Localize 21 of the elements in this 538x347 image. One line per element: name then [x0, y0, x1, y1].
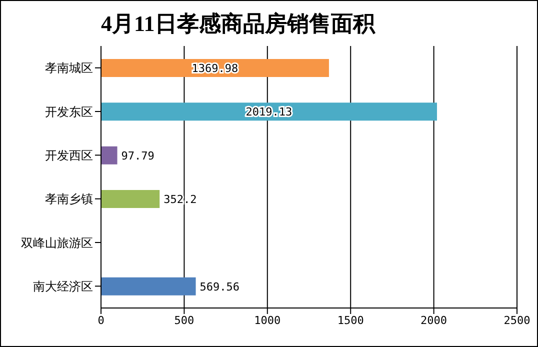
data-label: 2019.13: [246, 106, 292, 119]
y-tick-label: 开发东区: [45, 104, 93, 119]
y-tick-label: 孝南城区: [45, 61, 93, 76]
bar: [101, 102, 437, 121]
bar: [101, 190, 160, 208]
y-tick-label: 双峰山旅游区: [21, 236, 93, 250]
bar: [101, 277, 196, 296]
x-tick-label: 1000: [254, 314, 281, 327]
x-tick-label: 1500: [337, 314, 364, 327]
chart-title: 4月11日孝感商品房销售面积: [101, 10, 375, 38]
y-tick-label: 开发西区: [45, 148, 93, 162]
data-label: 97.79: [121, 149, 154, 162]
x-tick-label: 2000: [420, 314, 448, 327]
data-label: 569.56: [200, 280, 240, 294]
bar: [101, 146, 118, 164]
data-label: 1369.98: [192, 62, 238, 75]
y-tick-label: 孝南乡镇: [45, 192, 93, 206]
x-tick-label: 2500: [504, 314, 530, 327]
y-tick-label: 南大经济区: [33, 279, 93, 294]
x-tick-label: 500: [174, 314, 194, 327]
x-tick-label: 0: [98, 314, 104, 327]
